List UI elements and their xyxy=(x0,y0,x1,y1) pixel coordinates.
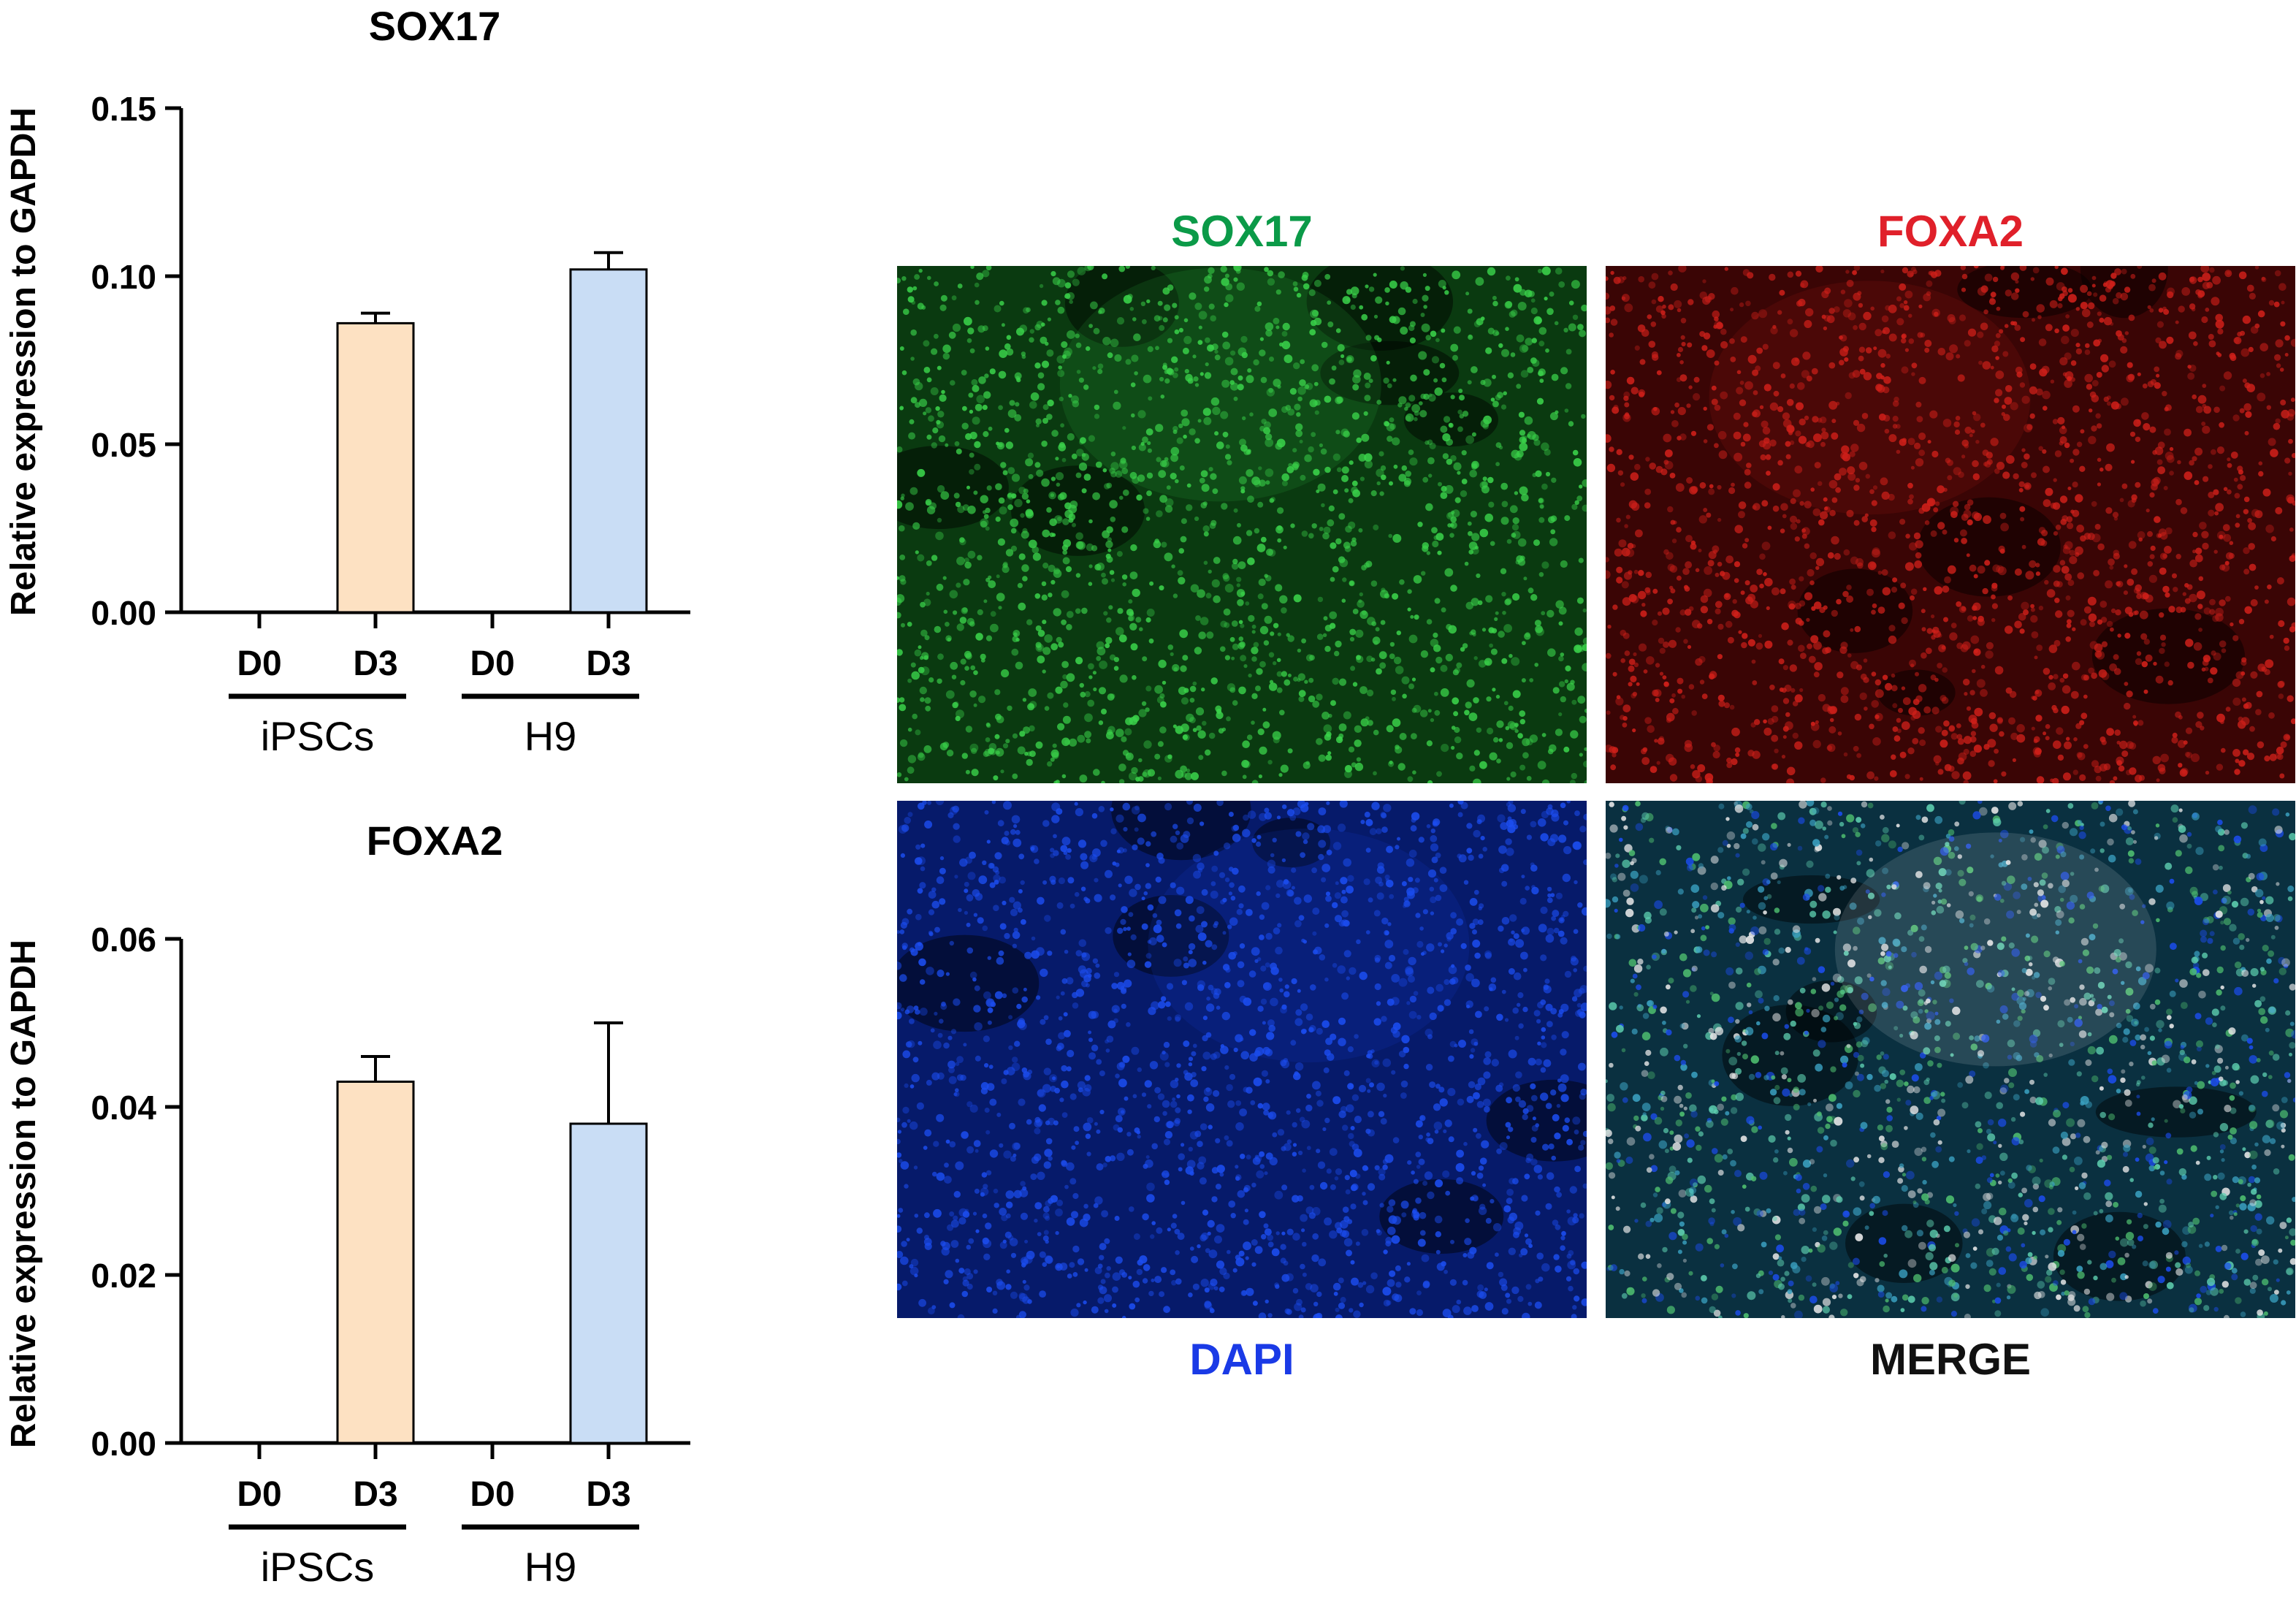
y-tick-label: 0.10 xyxy=(91,258,156,296)
x-tick-label: D0 xyxy=(470,644,514,683)
y-tick-label: 0.04 xyxy=(91,1089,156,1127)
axes: 0.00 0.05 0.10 0.15 xyxy=(91,90,690,632)
merge-channel-label: MERGE xyxy=(1869,1335,2032,1384)
y-tick-label: 0.00 xyxy=(91,1425,156,1463)
y-tick-label: 0.00 xyxy=(91,594,156,632)
foxa2-image-panel xyxy=(1606,266,2295,783)
bars xyxy=(336,1021,648,1444)
x-tick-label: D0 xyxy=(237,1475,281,1514)
chart-title: SOX17 xyxy=(369,3,501,49)
x-tick-label: D0 xyxy=(470,1475,514,1514)
y-axis-label: Relative expression to GAPDH xyxy=(4,940,43,1448)
foxa2-channel-label: FOXA2 xyxy=(1877,207,2024,256)
x-tick-labels: D0 D3 D0 D3 iPSCs H9 xyxy=(229,644,639,759)
dapi-channel-label: DAPI xyxy=(1189,1335,1294,1384)
merge-texture xyxy=(1606,801,2295,1318)
foxa2-bar-chart: FOXA2 Relative expression to GAPDH 0.000… xyxy=(4,818,690,1590)
sox17-image-panel xyxy=(897,266,1587,783)
blue-texture xyxy=(897,801,1587,1318)
sox17-bar-chart: SOX17 Relative expression to GAPDH 0.000… xyxy=(4,3,690,759)
dapi-image-panel xyxy=(897,801,1587,1318)
bar xyxy=(336,1081,415,1444)
y-tick-label: 0.02 xyxy=(91,1257,156,1295)
bar xyxy=(569,1122,648,1444)
bar xyxy=(336,321,415,614)
group-label: H9 xyxy=(525,713,577,759)
merge-image-panel xyxy=(1606,801,2295,1318)
bar xyxy=(569,268,648,614)
y-tick-label: 0.15 xyxy=(91,90,156,128)
bars xyxy=(336,251,648,614)
sox17-channel-label: SOX17 xyxy=(1171,207,1313,256)
x-tick-labels: D0 D3 D0 D3 iPSCs H9 xyxy=(229,1475,639,1590)
chart-title: FOXA2 xyxy=(367,818,503,864)
y-axis-label: Relative expression to GAPDH xyxy=(4,107,43,616)
y-tick-label: 0.05 xyxy=(91,426,156,464)
x-tick-label: D3 xyxy=(353,644,397,683)
y-tick-label: 0.06 xyxy=(91,921,156,959)
group-label: iPSCs xyxy=(261,1544,375,1590)
x-tick-label: D3 xyxy=(353,1475,397,1514)
green-texture xyxy=(897,266,1587,783)
x-tick-label: D3 xyxy=(586,644,630,683)
axes: 0.00 0.02 0.04 0.06 xyxy=(91,921,690,1463)
red-texture xyxy=(1606,266,2295,783)
x-tick-label: D0 xyxy=(237,644,281,683)
group-label: H9 xyxy=(525,1544,577,1590)
x-tick-label: D3 xyxy=(586,1475,630,1514)
group-label: iPSCs xyxy=(261,713,375,759)
